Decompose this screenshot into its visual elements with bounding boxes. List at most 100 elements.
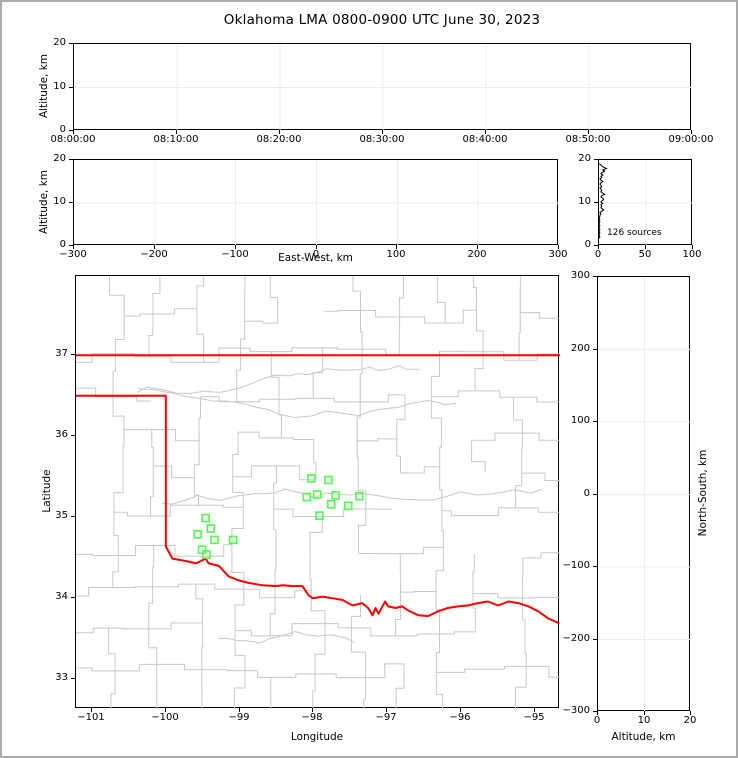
tick-label: −96 [449,712,471,723]
tick-mark [460,708,461,712]
tick-mark [71,516,75,517]
tick-mark [69,245,73,246]
tick-label: 08:40:00 [462,134,508,145]
time-panel-ylabel: Altitude, km [37,53,50,119]
tick-mark [598,245,599,249]
tick-label: 0 [583,488,590,499]
tick-label: 35 [55,510,68,521]
tick-mark [645,245,646,249]
tick-label: 100 [386,249,406,260]
tick-label: 50 [638,249,652,260]
tick-label: −98 [301,712,323,723]
altitude-histogram-trace [599,163,608,239]
tick-mark [396,245,397,249]
panel-altitude-histogram: 126 sources [598,159,693,246]
altitude-histogram-plot-area [599,160,693,246]
tick-mark [593,566,597,567]
tick-mark [312,708,313,712]
lma-station-marker [197,545,207,555]
tick-mark [593,349,597,350]
tick-mark [73,130,74,134]
panel-map-plan-view [75,275,560,709]
tick-label: −300 [59,249,87,260]
tick-label: 100 [570,415,590,426]
tick-mark [71,354,75,355]
source-count-annotation: 126 sources [607,228,662,238]
lma-station-marker [302,492,312,502]
lma-station-marker [193,530,202,539]
tick-label: 10 [578,196,591,207]
lma-station-marker [210,535,219,545]
tick-label: 34 [55,591,68,602]
tick-label: 100 [682,249,702,260]
tick-label: −99 [228,712,250,723]
tick-mark [165,708,166,712]
tick-mark [71,597,75,598]
tick-label: −100 [151,712,179,723]
ew-panel-xlabel: East-West, km [278,252,353,264]
tick-label: −97 [375,712,397,723]
northsouth-height-plot-area [598,277,691,712]
tick-mark [91,708,92,712]
tick-mark [279,130,280,134]
tick-label: 08:50:00 [565,134,611,145]
time-height-plot-area [74,44,692,131]
tick-mark [690,711,691,715]
tick-mark [558,245,559,249]
tick-label: 08:00:00 [50,134,96,145]
tick-label: −101 [77,712,105,723]
tick-mark [235,245,236,249]
tick-label: 0 [584,239,591,250]
tick-label: 20 [578,153,591,164]
tick-mark [69,130,73,131]
tick-mark [154,245,155,249]
tick-label: 08:30:00 [359,134,405,145]
lma-station-marker [315,511,324,520]
lma-station-marker [202,550,211,559]
lma-station-marker [354,491,364,501]
map-ylabel: Latitude [40,469,53,513]
tick-mark [691,130,692,134]
tick-mark [593,276,597,277]
tick-label: 10 [53,81,66,92]
tick-label: −200 [562,633,590,644]
tick-mark [593,494,597,495]
tick-label: 200 [570,343,590,354]
tick-mark [594,159,598,160]
tick-label: −300 [562,705,590,716]
figure-title: Oklahoma LMA 0800-0900 UTC June 30, 2023 [223,12,541,28]
ns-panel-ylabel: North-South, km [696,449,709,537]
tick-label: 10 [53,196,66,207]
tick-mark [477,245,478,249]
eastwest-height-plot-area [74,160,559,246]
tick-label: 33 [55,672,68,683]
tick-mark [69,43,73,44]
tick-mark [316,245,317,249]
tick-label: 300 [570,270,590,281]
tick-mark [69,87,73,88]
tick-label: 20 [53,153,66,164]
tick-mark [73,245,74,249]
tick-mark [176,130,177,134]
tick-label: 300 [548,249,568,260]
lma-station-marker [206,524,216,533]
tick-label: 0 [59,124,66,135]
tick-label: 20 [53,37,66,48]
ns-panel-xlabel: Altitude, km [611,731,676,743]
tick-mark [593,711,597,712]
tick-label: 10 [637,715,651,726]
tick-mark [534,708,535,712]
tick-mark [69,202,73,203]
tick-mark [594,202,598,203]
tick-mark [69,159,73,160]
map-xlabel: Longitude [290,731,344,743]
tick-label: 08:20:00 [256,134,302,145]
tick-label: −95 [523,712,545,723]
oklahoma-state-border [76,354,560,625]
tick-mark [386,708,387,712]
panel-eastwest-height [73,159,559,246]
tick-label: 0 [312,249,320,260]
lma-station-marker [312,490,322,499]
map-plot-area [76,276,560,709]
